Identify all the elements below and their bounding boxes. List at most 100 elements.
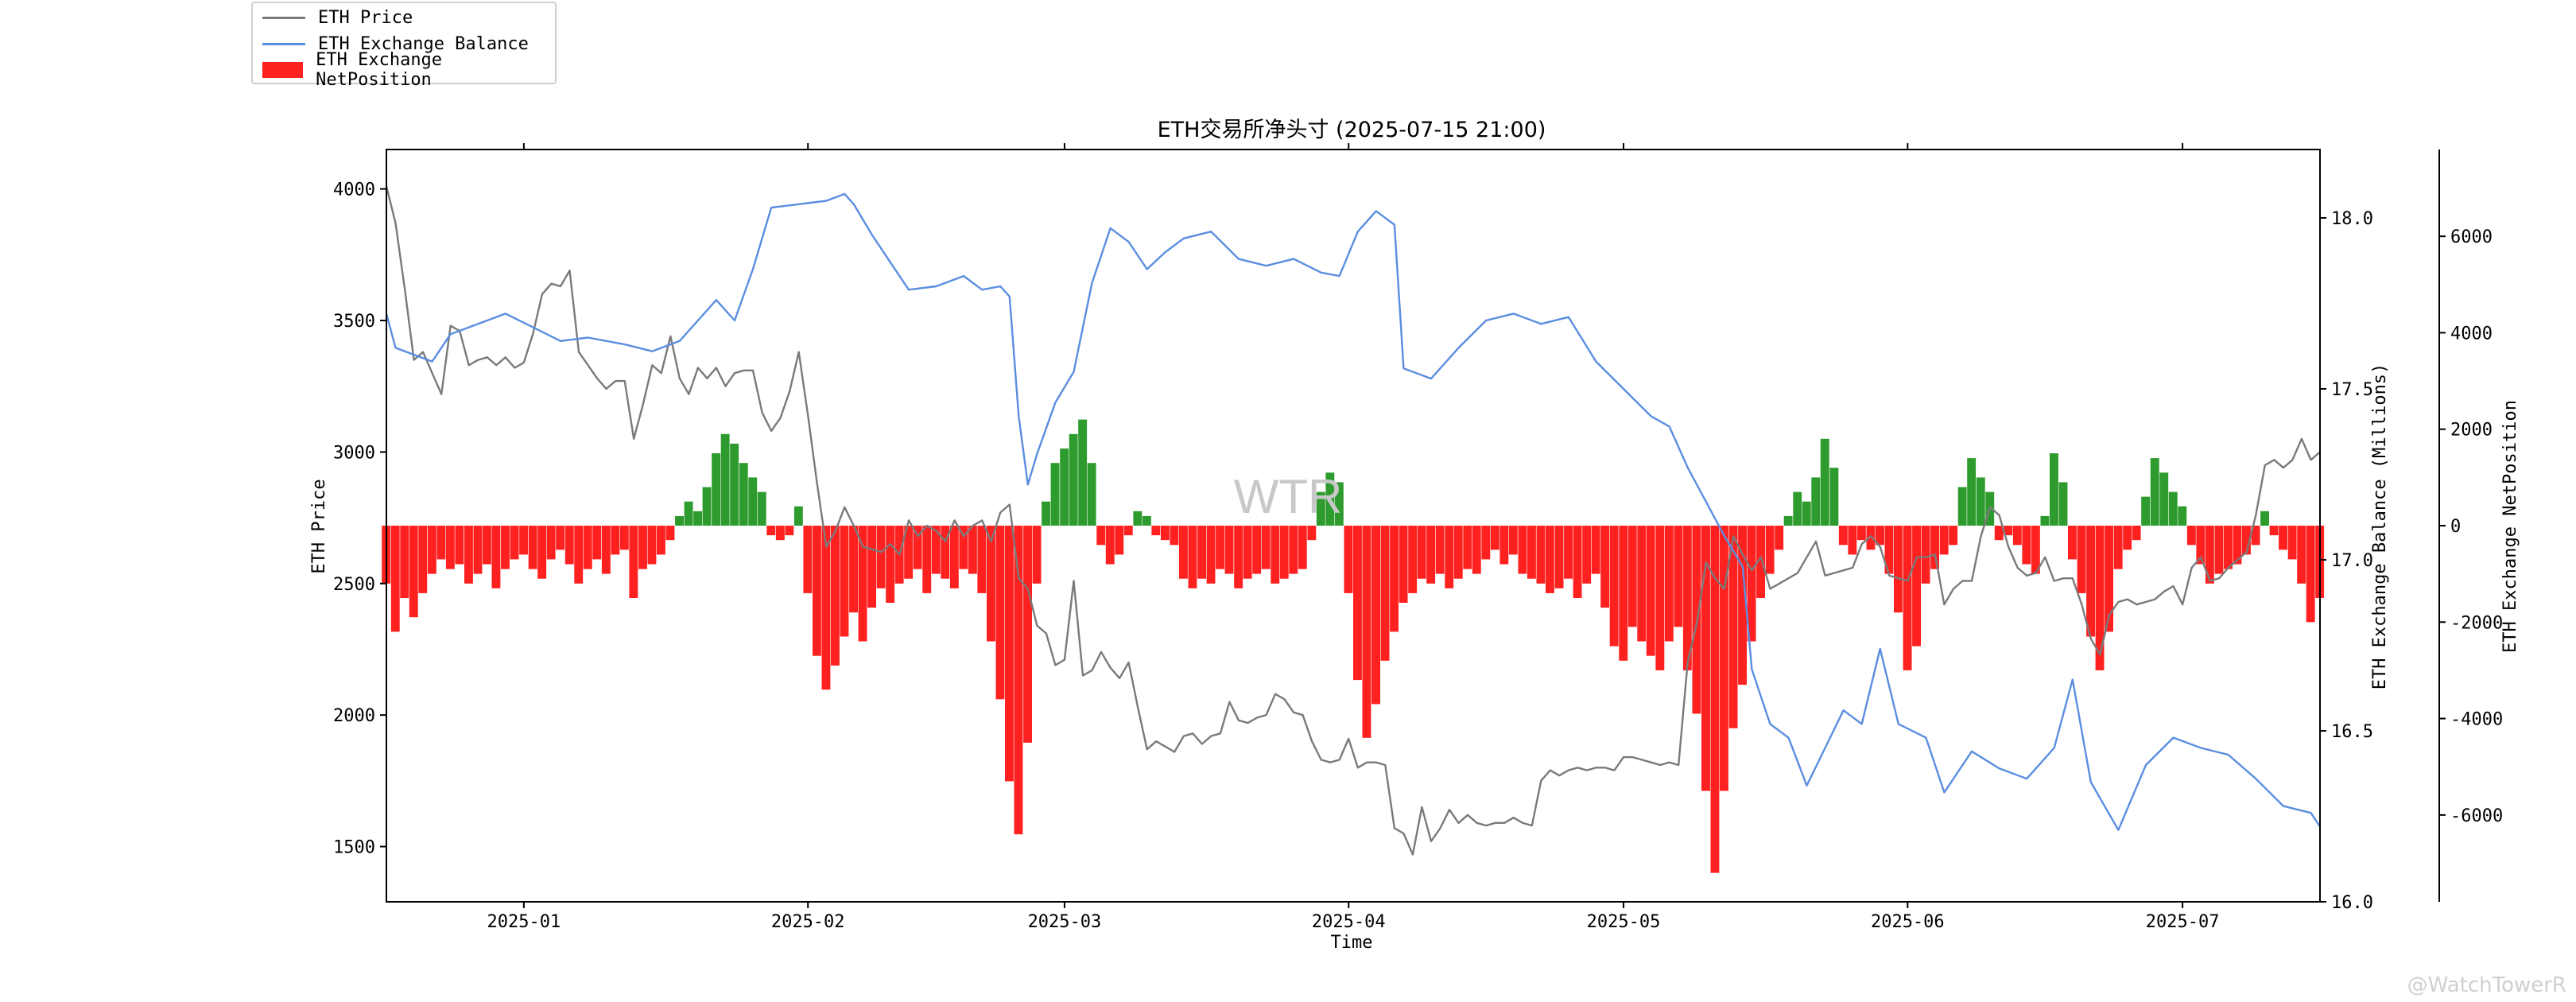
y-right2-tick-label-2: -2000 [2450,613,2503,633]
netposition-bar-129 [1564,526,1573,579]
netposition-bar-11 [483,526,491,565]
corner-watermark: @WatchTowerR [2407,973,2566,997]
netposition-bar-163 [1876,526,1884,546]
netposition-bar-30 [657,526,665,555]
netposition-bar-66 [987,526,995,642]
y-right2-tick-label-1: -4000 [2450,710,2503,730]
netposition-bar-45 [793,506,803,526]
netposition-bar-77 [1087,463,1096,526]
netposition-bar-67 [995,526,1005,700]
netposition-bar-171 [1949,526,1958,546]
netposition-bar-150 [1756,526,1765,598]
netposition-bar-184 [2068,526,2077,560]
netposition-bar-4 [418,526,428,593]
netposition-bar-75 [1069,433,1078,526]
watermark-text: WTR [1234,470,1343,523]
netposition-bar-102 [1316,491,1325,526]
netposition-bar-195 [2168,491,2178,526]
netposition-bar-1 [390,526,400,632]
netposition-bar-61 [941,526,950,579]
netposition-bar-7 [445,526,455,569]
netposition-bar-106 [1353,526,1362,681]
netposition-bar-81 [1123,526,1133,536]
netposition-bar-207 [2279,526,2287,550]
netposition-bar-191 [2132,526,2141,541]
netposition-bar-34 [693,511,702,526]
y-right1-tick-label-0: 16.0 [2331,893,2373,913]
netposition-bar-100 [1298,526,1307,569]
netposition-bar-78 [1096,526,1106,546]
netposition-bar-193 [2150,458,2159,526]
netposition-bar-51 [849,526,858,613]
netposition-bar-114 [1426,526,1436,584]
netposition-bar-72 [1042,501,1050,526]
netposition-bar-9 [464,526,473,584]
y-right1-tick-label-4: 18.0 [2331,209,2373,229]
netposition-bar-145 [1710,526,1720,873]
netposition-bar-98 [1279,526,1289,579]
netposition-bar-201 [2224,526,2233,569]
netposition-bar-20 [564,526,574,565]
netposition-bar-154 [1793,491,1802,526]
netposition-bar-172 [1957,487,1967,526]
netposition-bar-144 [1701,526,1710,791]
netposition-bar-91 [1216,526,1224,569]
netposition-bar-5 [427,526,436,574]
netposition-bar-206 [2269,526,2279,536]
netposition-bar-60 [931,526,941,574]
netposition-bar-159 [1838,526,1848,546]
netposition-bar-156 [1811,477,1821,526]
y-left-tick-label-0: 1500 [333,838,375,858]
netposition-bar-29 [647,526,657,565]
netposition-bar-151 [1765,526,1775,574]
y-left-tick-label-3: 3000 [333,443,375,463]
x-tick-label-6: 2025-07 [2146,912,2220,932]
netposition-bar-89 [1197,526,1206,579]
y-axis-label-left: ETH Price [309,479,329,573]
legend-swatch-netposition [262,62,304,78]
netposition-bar-124 [1518,526,1527,574]
netposition-bar-87 [1179,526,1188,579]
netposition-bar-121 [1490,526,1499,550]
netposition-bar-46 [803,526,813,593]
netposition-bar-187 [2095,526,2105,670]
netposition-bar-133 [1600,526,1610,608]
netposition-bar-36 [712,453,721,526]
netposition-bar-54 [876,526,886,588]
netposition-bar-111 [1399,526,1408,603]
netposition-bar-205 [2260,511,2269,526]
netposition-bar-170 [1939,526,1949,555]
netposition-bar-79 [1105,526,1115,565]
series-line-eth-price [385,186,2321,856]
netposition-bar-82 [1133,511,1143,526]
netposition-bar-21 [574,526,584,584]
netposition-bar-35 [702,487,712,526]
netposition-bar-99 [1289,526,1298,574]
watermark-group: WTR [1234,470,1343,523]
netposition-bar-8 [455,526,464,565]
netposition-bar-64 [968,526,977,574]
netposition-bar-86 [1170,526,1179,546]
x-tick-label-4: 2025-05 [1587,912,1661,932]
netposition-bar-50 [840,526,849,637]
netposition-bar-192 [2141,496,2151,526]
netposition-bar-155 [1802,501,1811,526]
y-right2-tick-label-5: 4000 [2450,324,2493,344]
x-tick-label-5: 2025-06 [1871,912,1945,932]
y-right2-tick-label-6: 6000 [2450,227,2493,247]
netposition-bar-140 [1664,526,1674,642]
netposition-bar-93 [1234,526,1243,588]
netposition-bar-141 [1674,526,1683,627]
netposition-bar-115 [1435,526,1445,574]
netposition-bar-32 [675,515,684,526]
netposition-bar-208 [2287,526,2297,560]
netposition-bar-169 [1930,526,1939,569]
netposition-bar-142 [1682,526,1692,670]
legend-label-balance: ETH Exchange Balance [318,33,529,54]
netposition-bar-68 [1005,526,1014,782]
netposition-bar-148 [1738,526,1747,685]
netposition-bar-52 [858,526,867,642]
netposition-bar-209 [2297,526,2306,584]
legend-item-balance: ETH Exchange Balance [262,31,529,56]
